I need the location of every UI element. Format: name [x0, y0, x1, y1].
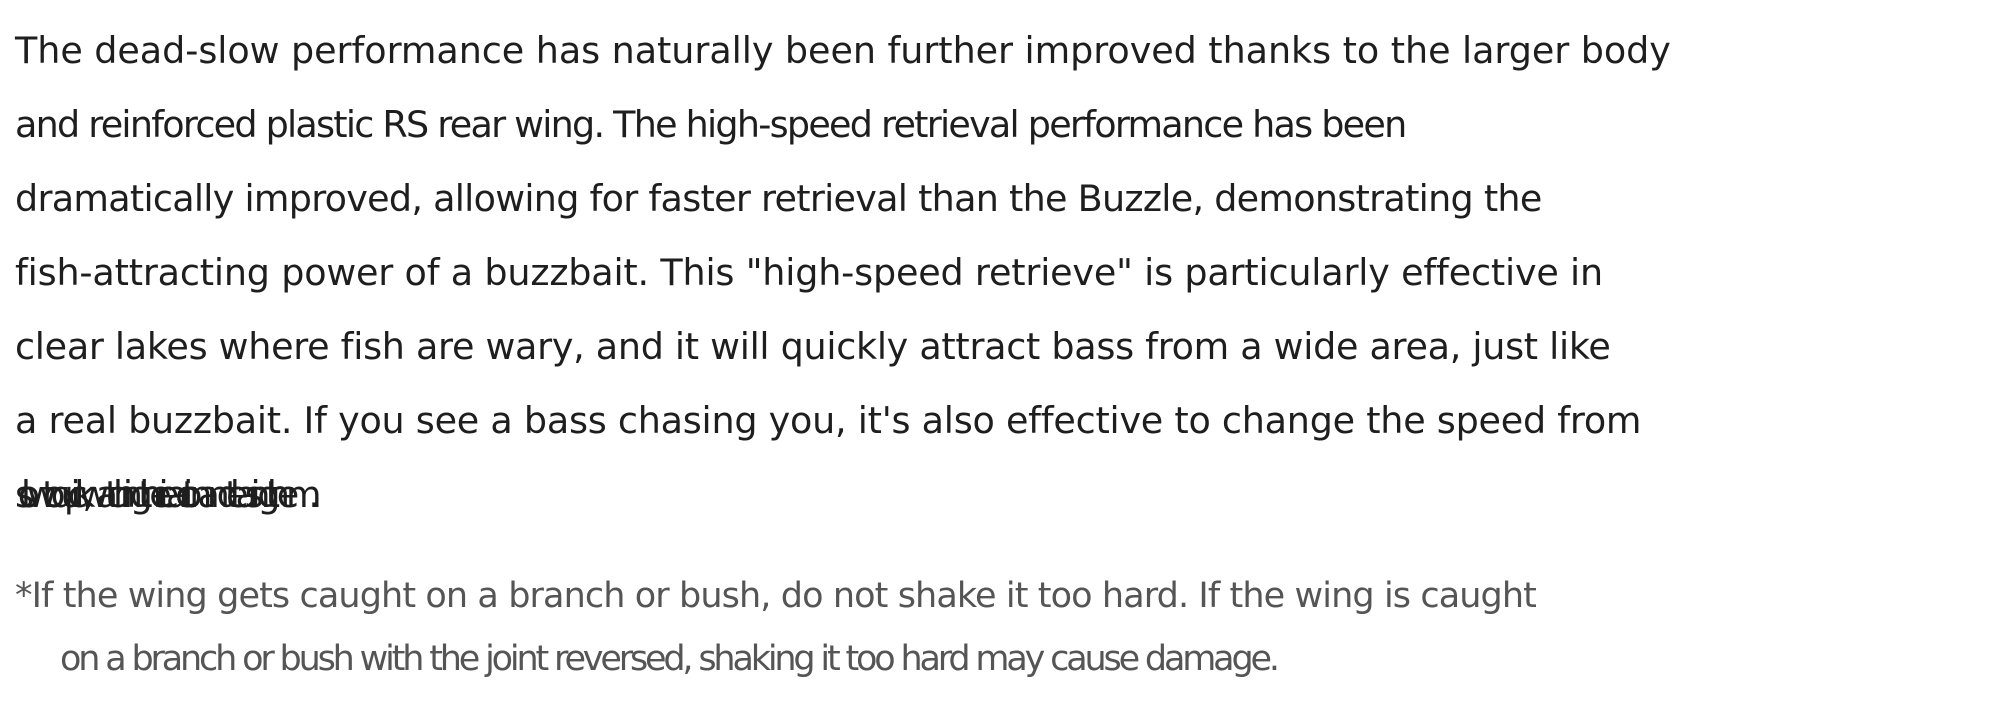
paragraph-line: slow to quick, watching their reaction a… — [15, 473, 320, 516]
description-paragraph: The dead-slow performance has naturally … — [15, 14, 1995, 532]
paragraph-line: clear lakes where fish are wary, and it … — [15, 325, 1611, 368]
note-line: *If the wing gets caught on a branch or … — [15, 576, 1537, 616]
paragraph-line: and reinforced plastic RS rear wing. The… — [15, 103, 1407, 146]
paragraph-line: fish-attracting power of a buzzbait. Thi… — [15, 251, 1603, 294]
paragraph-line: The dead-slow performance has naturally … — [15, 29, 1671, 72]
paragraph-line: a real buzzbait. If you see a bass chasi… — [15, 399, 1642, 442]
note-line: on a branch or bush with the joint rever… — [60, 639, 1280, 679]
caution-note: *If the wing gets caught on a branch or … — [15, 565, 1995, 691]
paragraph-line: dramatically improved, allowing for fast… — [15, 177, 1542, 220]
